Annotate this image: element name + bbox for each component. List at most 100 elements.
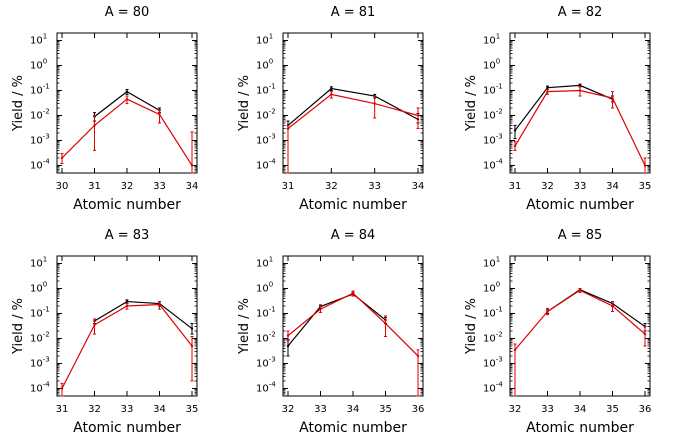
panel-title: A = 85 [558, 228, 603, 243]
data-point [190, 164, 194, 167]
x-tick-label: 36 [639, 404, 652, 415]
x-tick-label: 34 [153, 404, 166, 415]
data-point [158, 303, 161, 306]
series-line [287, 93, 419, 130]
x-axis-label: Atomic number [526, 197, 634, 213]
x-tick-label: 34 [574, 404, 587, 415]
x-axis-label: Atomic number [299, 420, 407, 436]
y-tick-label: 10-4 [483, 157, 503, 171]
x-tick-label: 33 [368, 181, 381, 192]
data-point [125, 304, 129, 308]
plot-frame [509, 255, 651, 397]
series-red [60, 301, 194, 397]
y-tick-label: 10-4 [30, 380, 50, 394]
y-axis-label: Yield / % [11, 75, 26, 132]
y-tick-label: 10-3 [30, 132, 50, 146]
y-tick-label: 100 [30, 58, 47, 72]
y-tick-label: 10-4 [256, 157, 276, 171]
y-tick-label: 10-1 [256, 306, 276, 320]
data-point [384, 322, 387, 325]
y-tick-label: 10-4 [256, 380, 276, 394]
x-tick-label: 30 [56, 181, 69, 192]
data-point [319, 307, 322, 311]
x-tick-label: 34 [606, 181, 619, 192]
panel-5: A = 84 101 100 10-1 10-2 10-3 10-4 Yield / % 32 3… [237, 228, 424, 436]
plot-frame [282, 32, 424, 174]
y-tick-label: 10-3 [483, 355, 503, 369]
series-line [514, 289, 646, 351]
y-tick-label: 10-2 [483, 107, 503, 121]
y-tick-label: 100 [30, 281, 47, 295]
series-line [61, 303, 193, 389]
x-tick-label: 32 [325, 181, 338, 192]
plot-frame [509, 32, 651, 174]
panel-title: A = 81 [331, 5, 376, 20]
x-tick-label: 35 [186, 404, 199, 415]
y-tick-label: 10-3 [483, 132, 503, 146]
series-red [513, 85, 647, 174]
panel-3: A = 82 101 100 10-1 10-2 10-3 10-4 Yield / % 31 3… [464, 5, 651, 213]
data-point [286, 344, 290, 348]
x-tick-label: 31 [88, 181, 101, 192]
y-tick-label: 101 [256, 256, 273, 270]
data-point [60, 156, 64, 160]
x-tick-label: 32 [541, 181, 554, 192]
x-tick-label: 35 [379, 404, 392, 415]
y-tick-label: 101 [483, 256, 500, 270]
series-black [93, 88, 161, 122]
x-tick-label: 32 [282, 404, 295, 415]
y-tick-label: 10-4 [483, 380, 503, 394]
data-point [125, 300, 129, 303]
y-tick-label: 10-4 [30, 157, 50, 171]
x-tick-label: 31 [282, 181, 295, 192]
x-axis-label: Atomic number [73, 420, 181, 436]
panel-1: A = 80 101 100 10-1 10-2 10-3 10-4 Yield / % 30 3… [11, 5, 198, 213]
data-point [286, 334, 290, 337]
y-tick-label: 100 [256, 58, 273, 72]
y-axis-label: Yield / % [237, 75, 252, 132]
x-tick-label: 32 [121, 181, 134, 192]
series-red [286, 290, 420, 397]
series-line [287, 293, 386, 347]
data-point [546, 86, 549, 89]
data-point [643, 164, 647, 167]
x-tick-label: 33 [574, 181, 587, 192]
series-black [546, 288, 647, 332]
panel-title: A = 82 [558, 5, 603, 20]
y-tick-label: 10-2 [256, 107, 276, 121]
data-point [330, 93, 333, 96]
series-line [514, 84, 613, 131]
x-tick-label: 33 [541, 404, 554, 415]
series-line [287, 292, 419, 357]
series-line [287, 87, 419, 126]
y-tick-label: 10-1 [256, 83, 276, 97]
series-black [286, 86, 420, 130]
data-point [611, 96, 614, 100]
data-point [373, 102, 376, 105]
y-tick-label: 10-3 [256, 132, 276, 146]
x-tick-label: 32 [509, 404, 522, 415]
data-point [93, 124, 96, 127]
y-tick-label: 10-1 [30, 306, 50, 320]
x-tick-label: 36 [412, 404, 425, 415]
data-point [125, 90, 129, 93]
data-point [513, 144, 517, 148]
y-tick-label: 10-3 [30, 355, 50, 369]
data-point [546, 90, 549, 93]
y-axis-label: Yield / % [11, 298, 26, 355]
x-tick-label: 34 [347, 404, 360, 415]
y-tick-label: 10-2 [30, 107, 50, 121]
series-line [514, 89, 646, 166]
panel-4: A = 83 101 100 10-1 10-2 10-3 10-4 Yield / % 31 3… [11, 228, 198, 436]
series-line [94, 300, 193, 330]
series-line [61, 98, 193, 166]
x-axis-label: Atomic number [526, 420, 634, 436]
data-point [513, 348, 517, 352]
y-tick-label: 10-2 [30, 330, 50, 344]
data-point [330, 87, 333, 90]
panel-2: A = 81 101 100 10-1 10-2 10-3 10-4 Yield / % 31 3… [237, 5, 424, 213]
series-line [94, 90, 160, 118]
y-axis-label: Yield / % [464, 298, 479, 355]
x-tick-label: 31 [509, 181, 522, 192]
